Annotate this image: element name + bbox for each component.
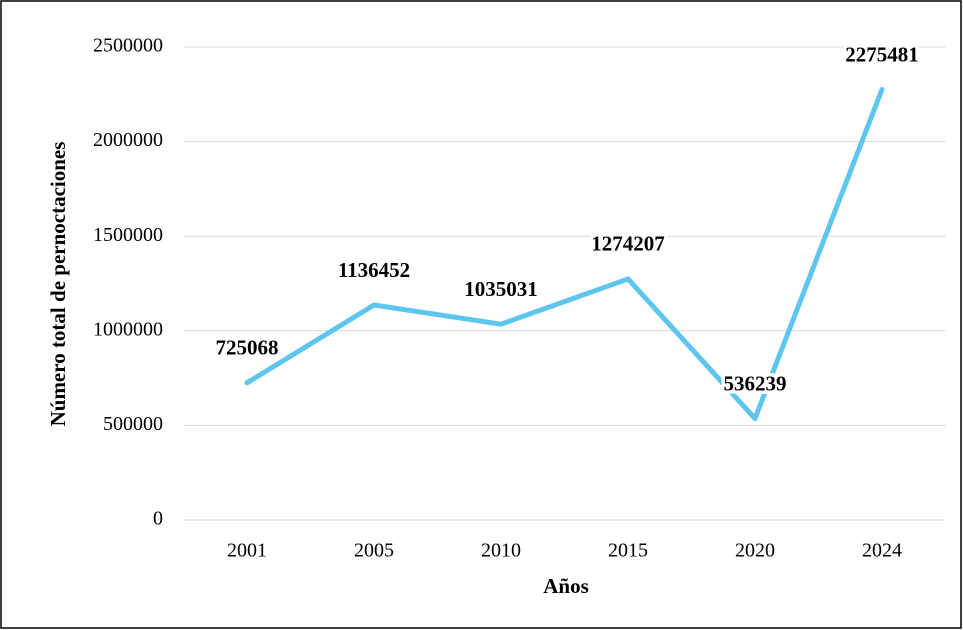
x-tick-label: 2010 <box>481 540 521 562</box>
x-tick-label: 2024 <box>862 540 902 562</box>
y-axis-title: Número total de pernoctaciones <box>46 142 70 427</box>
x-tick-label: 2001 <box>227 540 267 562</box>
data-label: 1136452 <box>338 258 410 282</box>
data-label: 536239 <box>724 371 787 395</box>
x-tick-label: 2015 <box>608 540 648 562</box>
y-tick-label: 2000000 <box>93 129 163 151</box>
data-label: 2275481 <box>845 42 919 66</box>
data-label: 1274207 <box>591 232 665 256</box>
x-tick-label: 2005 <box>354 540 394 562</box>
data-label: 725068 <box>216 336 279 360</box>
y-tick-label: 500000 <box>103 413 163 435</box>
y-tick-label: 0 <box>153 508 163 530</box>
x-tick-label: 2020 <box>735 540 775 562</box>
line <box>244 86 885 422</box>
x-axis-title: Años <box>543 574 589 598</box>
y-tick-label: 1000000 <box>93 318 163 340</box>
y-tick-label: 2500000 <box>93 35 163 57</box>
y-tick-label: 1500000 <box>93 224 163 246</box>
data-label: 1035031 <box>464 277 538 301</box>
